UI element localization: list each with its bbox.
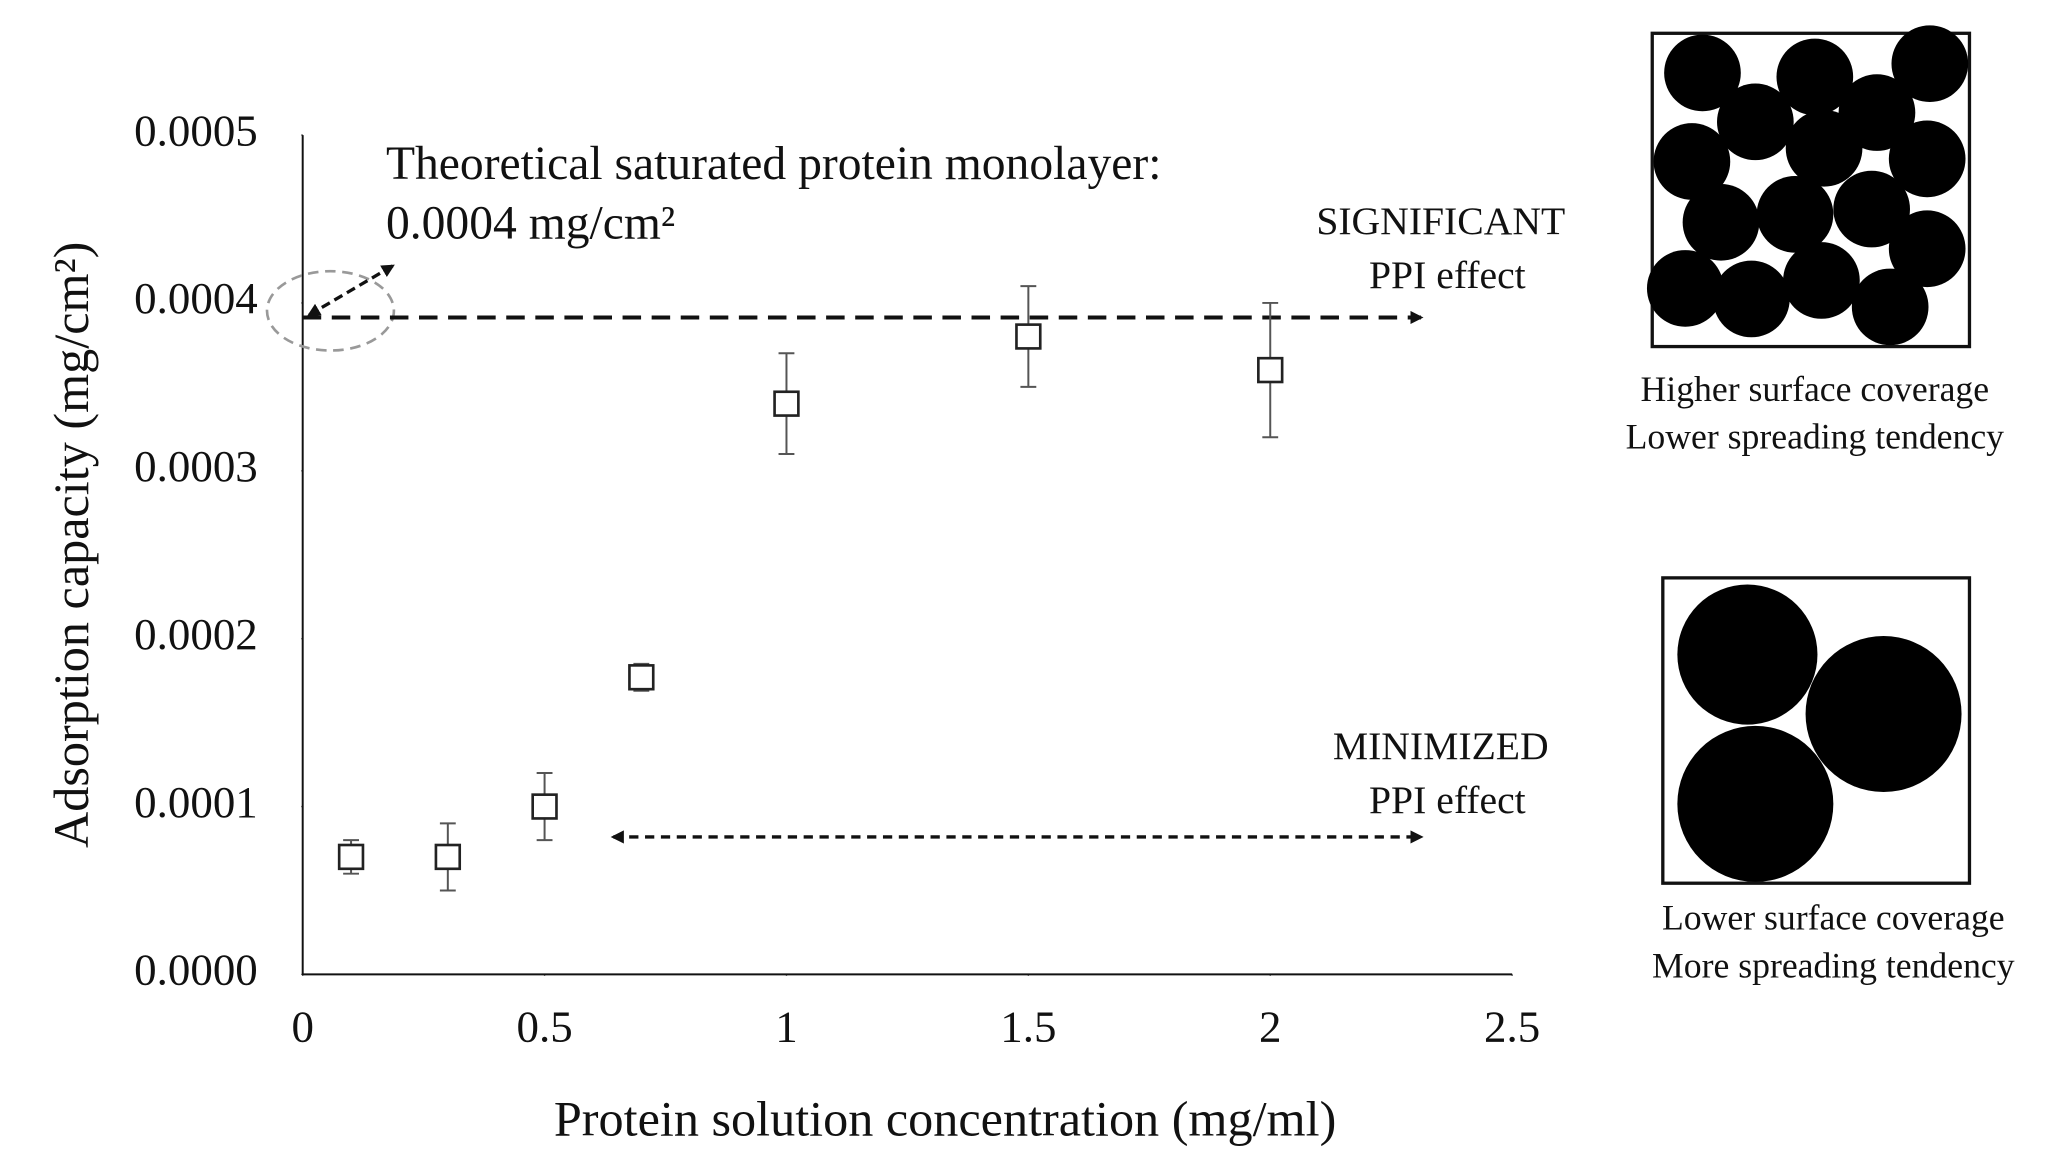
x-tick-label: 1.5 (1000, 1002, 1056, 1052)
highlight-ellipse (265, 269, 396, 352)
y-axis-label: Adsorption capacity (mg/cm²) (43, 242, 99, 848)
y-tick-label: 0.0003 (134, 441, 258, 491)
data-point (337, 843, 365, 871)
x-axis-label: Protein solution concentration (mg/ml) (554, 1090, 1336, 1146)
data-point (531, 793, 558, 820)
annotation: Theoretical saturated protein monolayer: (386, 138, 1161, 190)
data-point (434, 843, 462, 871)
data-point (1015, 323, 1042, 350)
y-tick-label: 0.0004 (134, 273, 258, 323)
x-tick-label: 0 (291, 1002, 313, 1052)
diagram-high-coverage: Higher surface coverage Lower spreading … (1626, 25, 2005, 457)
particles (1646, 25, 1969, 346)
particles (1677, 584, 1962, 882)
x-tick-label: 0.5 (516, 1002, 572, 1052)
diagram-caption: Lower surface coverage (1662, 898, 2005, 938)
x-tick-label: 1 (775, 1002, 797, 1052)
y-tick-label: 0.0000 (134, 945, 258, 995)
x-tick-label: 2.5 (1484, 1002, 1540, 1052)
y-tick-label: 0.0002 (134, 609, 258, 659)
annotation: PPI effect (1369, 778, 1526, 822)
y-tick-label: 0.0005 (134, 105, 258, 155)
data-point (628, 664, 655, 691)
diagram-caption: Lower spreading tendency (1626, 417, 2005, 457)
annotation: 0.0004 mg/cm² (386, 198, 675, 250)
annotation: SIGNIFICANT (1316, 199, 1565, 243)
annotation: MINIMIZED (1333, 724, 1549, 768)
data-point (773, 390, 800, 417)
diagram-caption: More spreading tendency (1652, 945, 2015, 985)
annotation: PPI effect (1369, 253, 1526, 297)
pointer-arrow (307, 264, 395, 317)
diagram-caption: Higher surface coverage (1641, 369, 1990, 409)
axes (301, 135, 1513, 976)
diagram-low-coverage: Lower surface coverage More spreading te… (1652, 576, 2015, 985)
data-point (1257, 356, 1284, 384)
x-tick-label: 2 (1259, 1002, 1281, 1052)
y-tick-label: 0.0001 (134, 777, 258, 827)
